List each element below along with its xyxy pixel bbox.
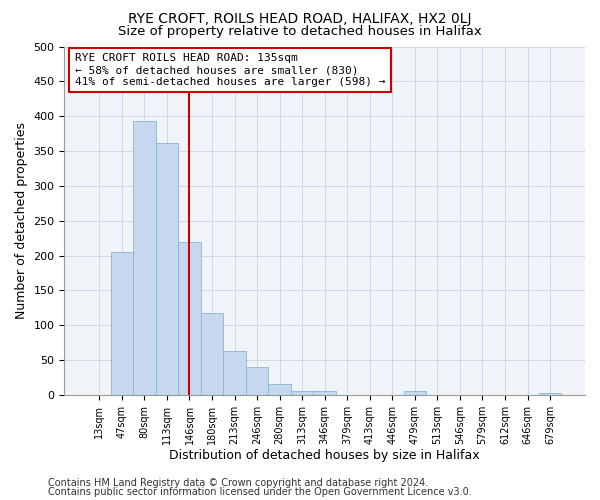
Text: RYE CROFT ROILS HEAD ROAD: 135sqm
← 58% of detached houses are smaller (830)
41%: RYE CROFT ROILS HEAD ROAD: 135sqm ← 58% … [75,54,385,86]
Bar [268,384,291,395]
Bar [110,252,133,395]
Bar [539,393,562,395]
Bar [155,142,178,395]
Text: Contains public sector information licensed under the Open Government Licence v3: Contains public sector information licen… [48,487,472,497]
X-axis label: Distribution of detached houses by size in Halifax: Distribution of detached houses by size … [169,450,480,462]
Bar [404,392,426,395]
Text: RYE CROFT, ROILS HEAD ROAD, HALIFAX, HX2 0LJ: RYE CROFT, ROILS HEAD ROAD, HALIFAX, HX2… [128,12,472,26]
Text: Contains HM Land Registry data © Crown copyright and database right 2024.: Contains HM Land Registry data © Crown c… [48,478,428,488]
Bar [178,242,201,395]
Text: Size of property relative to detached houses in Halifax: Size of property relative to detached ho… [118,25,482,38]
Y-axis label: Number of detached properties: Number of detached properties [15,122,28,319]
Bar [313,392,336,395]
Bar [133,121,155,395]
Bar [291,392,313,395]
Bar [246,367,268,395]
Bar [223,351,246,395]
Bar [201,312,223,395]
